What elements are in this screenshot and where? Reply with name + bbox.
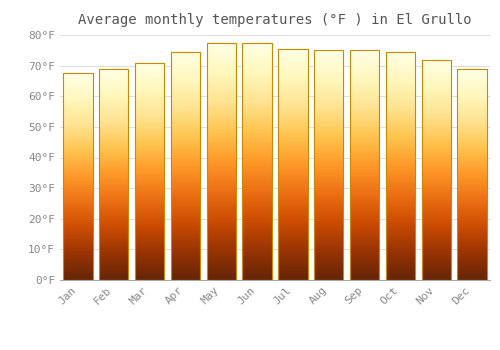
Bar	[99, 69, 128, 280]
Bar	[170, 52, 200, 280]
Bar	[242, 43, 272, 280]
Bar	[314, 50, 344, 280]
Bar	[386, 52, 415, 280]
Bar	[278, 49, 308, 280]
Bar	[63, 73, 92, 280]
Bar	[458, 69, 487, 280]
Bar	[135, 63, 164, 280]
Bar	[206, 43, 236, 280]
Bar	[422, 60, 451, 280]
Title: Average monthly temperatures (°F ) in El Grullo: Average monthly temperatures (°F ) in El…	[78, 13, 472, 27]
Bar	[350, 50, 380, 280]
